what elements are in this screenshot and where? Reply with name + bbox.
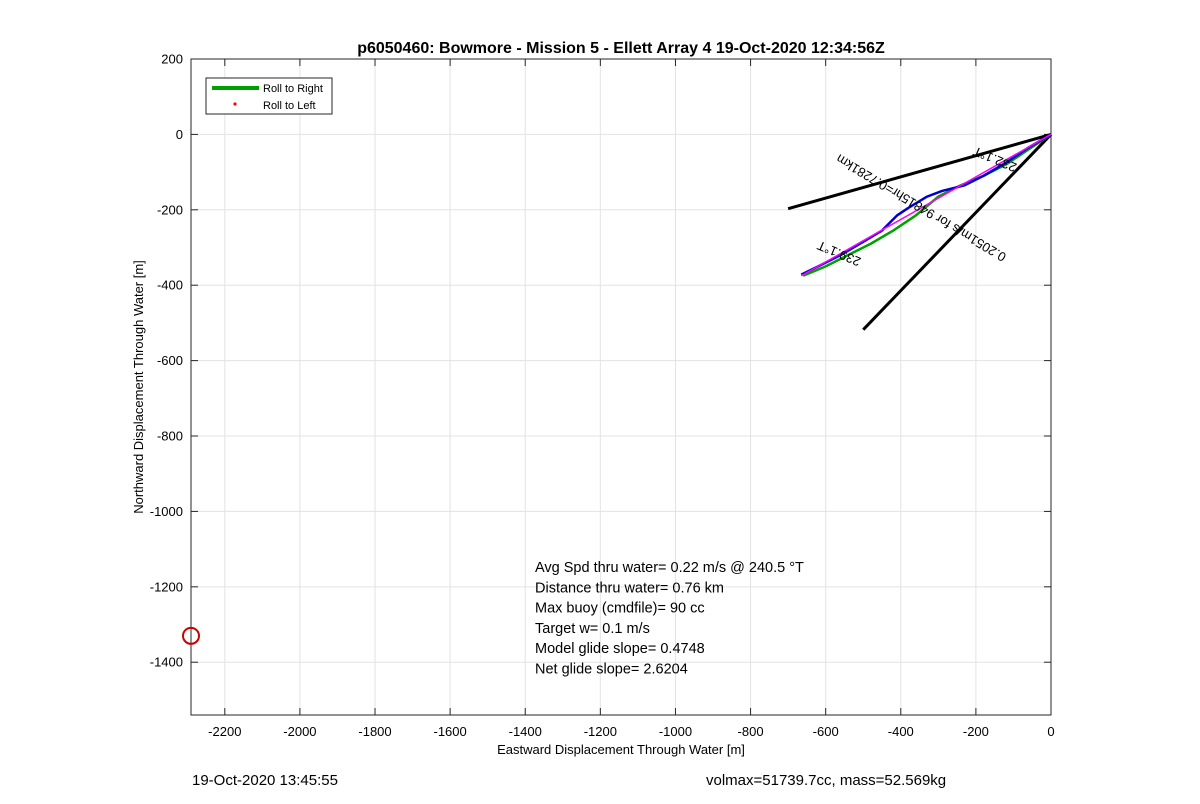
y-tick-label: -600 <box>157 353 183 368</box>
y-tick-label: -1000 <box>150 504 183 519</box>
legend-label-roll-left: Roll to Left <box>263 100 316 112</box>
y-tick-label: -400 <box>157 278 183 293</box>
x-tick-label: -600 <box>813 724 839 739</box>
start-marker <box>182 626 200 645</box>
footer-timestamp: 19-Oct-2020 13:45:55 <box>192 772 338 789</box>
x-tick-label: -1800 <box>358 724 391 739</box>
x-tick-label: -200 <box>963 724 989 739</box>
legend-label-roll-right: Roll to Right <box>263 83 323 95</box>
y-tick-label: 200 <box>161 52 183 67</box>
y-axis-label: Northward Displacement Through Water [m] <box>131 260 146 514</box>
y-tick-label: -800 <box>157 429 183 444</box>
plot-frame <box>190 58 1052 716</box>
y-tick-label: -1200 <box>150 579 183 594</box>
y-tick-label: -200 <box>157 202 183 217</box>
x-tick-label: -1600 <box>434 724 467 739</box>
legend-box <box>205 77 333 115</box>
x-axis-label: Eastward Displacement Through Water [m] <box>497 742 745 757</box>
legend: Roll to Right Roll to Left <box>205 77 333 115</box>
x-tick-label: -1200 <box>584 724 617 739</box>
stats-line: Target w= 0.1 m/s <box>535 621 650 637</box>
label-layer: 0.2051m/s for 94815hr=0.7281km239.1°T232… <box>815 143 1019 269</box>
stats-line: Model glide slope= 0.4748 <box>535 641 705 657</box>
footer-vehicle-params: volmax=51739.7cc, mass=52.569kg <box>706 772 947 789</box>
x-tick-label: -2000 <box>283 724 316 739</box>
stats-line: Max buoy (cmdfile)= 90 cc <box>535 601 705 617</box>
axis-ticks: -2200 -2000 -1800 -1600 -1400 -1200 -1000 -800-… <box>150 52 1055 740</box>
chart-title: p6050460: Bowmore - Mission 5 - Ellett A… <box>357 40 885 57</box>
track-series-0 <box>802 133 1052 277</box>
stats-annotation: Avg Spd thru water= 0.22 m/s @ 240.5 °T D… <box>535 560 804 678</box>
heading-cone-line <box>787 132 1052 211</box>
rotated-label: 0.2051m/s for 94815hr=0.7281km <box>833 151 1008 265</box>
track-series-2 <box>800 133 1052 277</box>
track-series-1 <box>800 133 1052 276</box>
legend-swatch-roll-left <box>233 102 237 106</box>
x-tick-label: -1400 <box>509 724 542 739</box>
x-tick-label: -1000 <box>659 724 692 739</box>
x-tick-label: -800 <box>738 724 764 739</box>
y-tick-label: -1400 <box>150 655 183 670</box>
y-tick-label: 0 <box>176 127 183 142</box>
heading-cone-line <box>862 133 1053 331</box>
x-tick-label: 0 <box>1047 724 1054 739</box>
stats-line: Net glide slope= 2.6204 <box>535 662 688 678</box>
stats-line: Avg Spd thru water= 0.22 m/s @ 240.5 °T <box>535 560 804 576</box>
x-tick-label: -2200 <box>208 724 241 739</box>
stats-line: Distance thru water= 0.76 km <box>535 580 724 596</box>
data-layer <box>182 132 1053 645</box>
x-tick-label: -400 <box>888 724 914 739</box>
